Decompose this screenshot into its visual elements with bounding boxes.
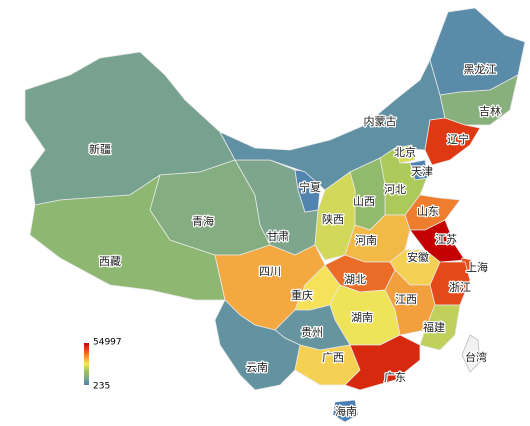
province-label: 天津 bbox=[411, 165, 433, 178]
province-label: 宁夏 bbox=[299, 180, 321, 194]
visual-map-bar bbox=[84, 343, 89, 385]
province-label: 新疆 bbox=[89, 142, 111, 156]
province-label: 浙江 bbox=[449, 281, 471, 294]
province-label: 甘肃 bbox=[267, 230, 289, 243]
province-label: 湖北 bbox=[344, 273, 366, 286]
province bbox=[344, 334, 421, 391]
province-label: 江苏 bbox=[435, 233, 457, 246]
province-label: 河北 bbox=[384, 183, 406, 196]
province bbox=[332, 399, 359, 423]
province-label: 河南 bbox=[355, 234, 377, 247]
province-label: 山东 bbox=[417, 205, 439, 218]
province-label: 四川 bbox=[259, 265, 281, 278]
province-label: 青海 bbox=[192, 214, 214, 228]
province-label: 山西 bbox=[353, 195, 375, 208]
province-label: 广西 bbox=[322, 351, 344, 364]
province-label: 吉林 bbox=[479, 104, 501, 118]
province bbox=[461, 334, 481, 373]
province-label: 陕西 bbox=[322, 212, 344, 226]
province-label: 安徽 bbox=[407, 250, 429, 264]
visual-map-min: 235 bbox=[93, 382, 110, 392]
province-label: 广东 bbox=[384, 371, 406, 384]
visual-map-max: 54997 bbox=[93, 338, 122, 348]
province-label: 黑龙江 bbox=[464, 63, 497, 76]
province-label: 江西 bbox=[395, 293, 417, 306]
province-label: 湖南 bbox=[351, 311, 373, 324]
province-label: 内蒙古 bbox=[364, 114, 397, 128]
province-label: 福建 bbox=[423, 320, 445, 334]
province-label: 辽宁 bbox=[447, 132, 469, 146]
province-label: 重庆 bbox=[291, 288, 313, 302]
province-label: 上海 bbox=[466, 260, 488, 274]
regions bbox=[24, 7, 526, 423]
province-label: 贵州 bbox=[301, 326, 323, 339]
province-label: 云南 bbox=[246, 361, 268, 374]
province-label: 海南 bbox=[335, 404, 357, 418]
province-label: 西藏 bbox=[99, 255, 121, 268]
province bbox=[424, 117, 481, 166]
province-label: 台湾 bbox=[465, 350, 487, 364]
province-label: 北京 bbox=[394, 145, 416, 159]
